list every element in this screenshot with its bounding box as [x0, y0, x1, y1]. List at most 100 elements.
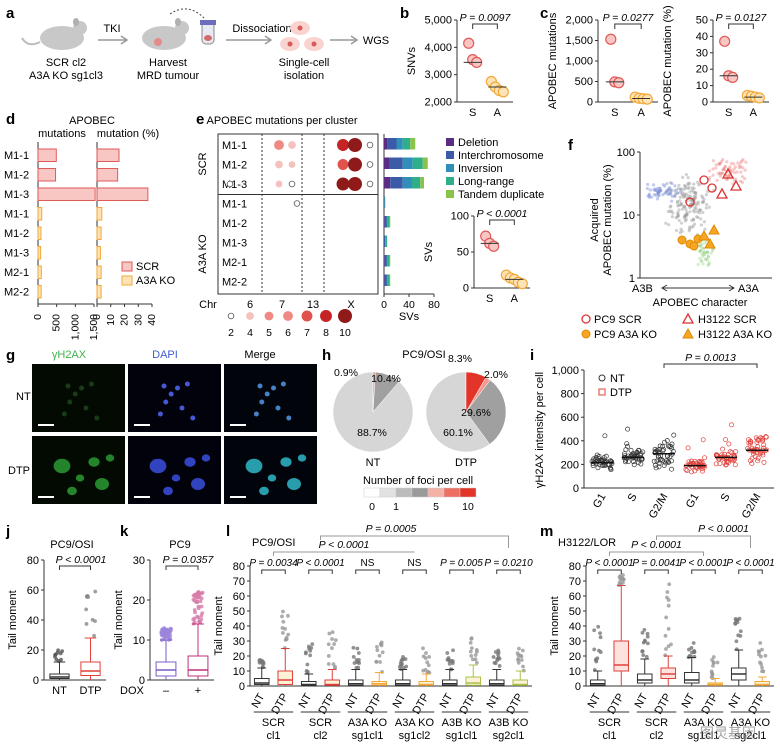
size-legend-label: 8 [323, 327, 329, 339]
background-point [700, 252, 704, 256]
legend-swatch [446, 138, 454, 146]
outlier-point [167, 631, 172, 635]
background-point [676, 213, 680, 218]
outlier-point [715, 660, 720, 665]
y-tick-label: 40 [569, 621, 581, 633]
background-point [696, 180, 700, 184]
background-point [684, 215, 688, 219]
box [636, 673, 653, 684]
img-dtp-merge [224, 436, 317, 504]
background-point [740, 175, 745, 179]
stacked-bar-segment [402, 157, 413, 169]
data-point [753, 92, 765, 104]
outlier-point [738, 634, 743, 638]
data-point [732, 462, 738, 468]
legend-marker [598, 374, 606, 382]
data-point [516, 278, 528, 290]
background-point [668, 181, 673, 185]
box [613, 640, 630, 672]
background-point [702, 200, 706, 204]
panel-label-c: c [540, 5, 548, 22]
nucleus [157, 411, 163, 417]
background-point [715, 178, 719, 182]
background-point [666, 192, 670, 196]
img-dtp-gh2ax [32, 436, 125, 504]
x-tick-label: A [638, 107, 646, 119]
panel-label-f: f [568, 137, 574, 154]
grid-frame [217, 133, 379, 295]
x-tick-label: NT [344, 691, 362, 710]
outlier-point [669, 642, 673, 647]
background-point [676, 214, 680, 218]
background-point [740, 180, 745, 184]
background-point [646, 194, 650, 198]
outlier-point [404, 664, 409, 669]
x-tick-label: DTP [269, 692, 290, 717]
y-tick-label: 30 [569, 636, 581, 648]
y-tick-label: 10 [133, 635, 145, 647]
row-label: M1-2 [4, 228, 29, 240]
background-point [666, 189, 670, 193]
data-point [633, 455, 639, 461]
pie-slice [465, 371, 487, 413]
outlier-point [84, 622, 89, 626]
data-point [652, 462, 658, 468]
outlier-point [423, 656, 428, 661]
size-legend-label: 4 [247, 327, 253, 339]
background-point [677, 218, 681, 223]
y-tick-label: 1 [629, 273, 635, 285]
stacked-bar-segment [384, 177, 391, 189]
cluster-dot [275, 180, 283, 188]
outlier-point [497, 664, 502, 668]
x-tick-label: 500 [51, 314, 63, 332]
y-tick-label: 1,000 [551, 365, 579, 377]
outlier-point [597, 648, 601, 653]
y-tick-label: 0 [587, 97, 593, 109]
x-tick-label: DTP [699, 692, 720, 717]
outlier-point [521, 664, 525, 669]
x-axis-label: DOX [120, 685, 145, 697]
y-tick-label: 60 [27, 585, 39, 597]
img-nt-dapi [128, 364, 221, 432]
outlier-point [665, 595, 669, 600]
p-value: P < 0.0001 [679, 558, 727, 569]
background-point [685, 212, 689, 216]
background-point [670, 215, 674, 219]
y-tick-label: 50 [569, 606, 581, 618]
outlier-point [664, 615, 669, 620]
outlier-point [374, 660, 379, 664]
bar [37, 265, 42, 279]
significance-bracket [691, 569, 716, 574]
data-point [685, 445, 691, 451]
background-point [676, 186, 680, 191]
y-tick-label: 100 [617, 147, 635, 159]
background-point [718, 161, 723, 165]
legend-color-bin [443, 487, 461, 498]
outlier-point [493, 661, 498, 666]
outlier-point [400, 657, 404, 662]
data-point [749, 455, 755, 461]
wgs-label: WGS [363, 35, 389, 47]
significance-bracket [644, 569, 669, 574]
data-point [666, 444, 672, 450]
significance-bracket [472, 23, 498, 29]
outlier-point [425, 660, 430, 665]
p-value: P < 0.0001 [698, 523, 749, 535]
background-point [699, 217, 703, 221]
outlier-point [473, 653, 478, 657]
harvest-label-1: Harvest [149, 57, 187, 69]
legend-label: Tandem duplicate [458, 189, 544, 201]
box [394, 679, 411, 686]
y-tick-label: 0 [463, 283, 469, 295]
pc9-scr-point [699, 175, 709, 185]
background-point [661, 183, 665, 187]
y-tick-label: 400 [561, 436, 579, 448]
background-point [668, 205, 672, 209]
background-point [670, 199, 674, 203]
background-point [670, 181, 674, 186]
background-point [699, 249, 703, 253]
row-label: M2-2 [222, 277, 247, 289]
box [488, 679, 505, 686]
chart-subtitle: mutation (%) [97, 128, 159, 140]
outlier-point [326, 654, 331, 658]
